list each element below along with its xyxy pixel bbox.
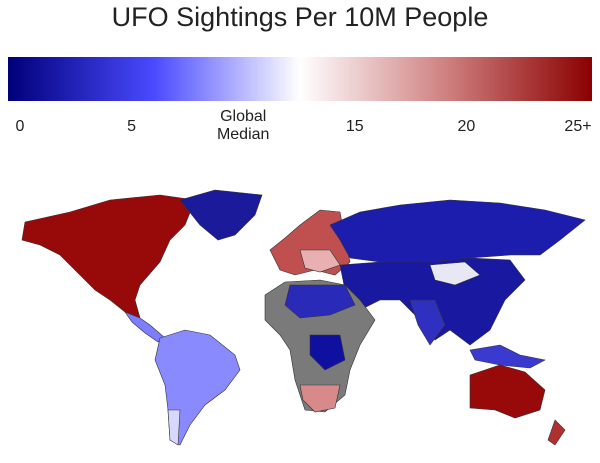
europe-east [299, 249, 341, 273]
colorbar-tick-label: 20 [457, 118, 476, 135]
india [409, 299, 446, 346]
central-america [124, 311, 166, 343]
australia [469, 364, 546, 419]
southern-africa [299, 384, 341, 413]
central-africa [309, 334, 346, 371]
south-america [154, 329, 241, 446]
title: UFO Sightings Per 10M People [111, 2, 489, 32]
greenland [179, 189, 263, 241]
north-america [21, 194, 196, 319]
colorbar-tick-label: Global Median [216, 108, 270, 143]
colorbar [8, 57, 592, 101]
colorbar-gradient [8, 57, 592, 101]
north-africa [284, 284, 356, 319]
colorbar-tick-label: 5 [127, 118, 137, 135]
new-zealand [547, 419, 566, 446]
south-america-south [167, 409, 181, 446]
colorbar-tick-label: 25+ [564, 118, 592, 135]
colorbar-tick-label: 15 [345, 118, 364, 135]
colorbar-tick-label: 0 [15, 118, 25, 135]
russia [329, 199, 586, 263]
indonesia [469, 344, 546, 369]
mongolia [429, 261, 481, 286]
